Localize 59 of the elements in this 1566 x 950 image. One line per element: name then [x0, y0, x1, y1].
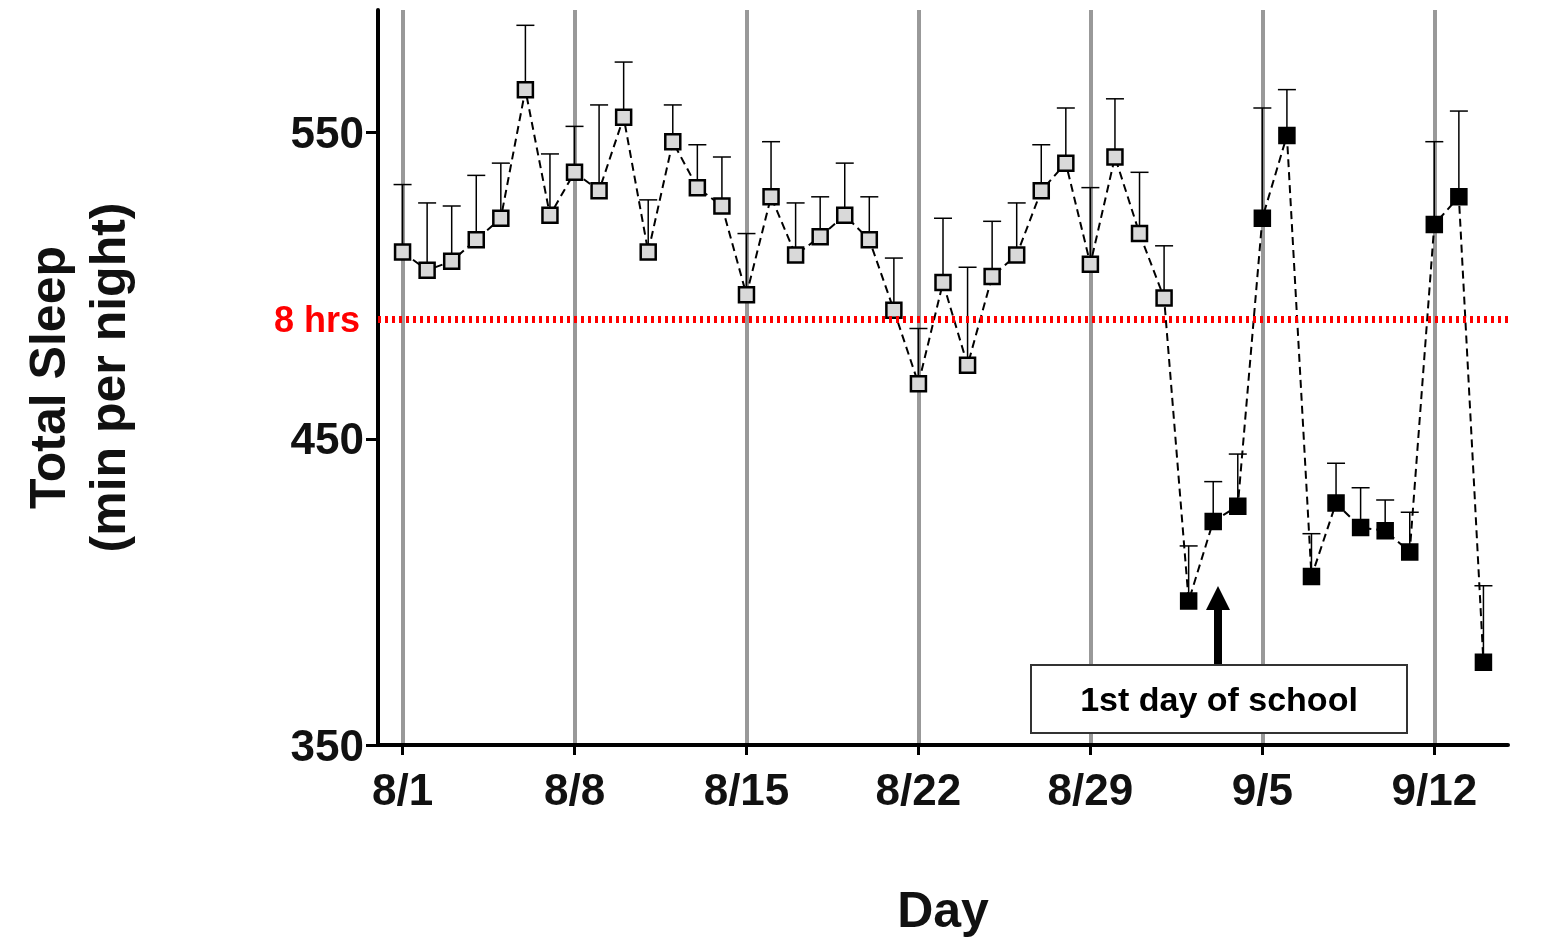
point: [393, 243, 412, 261]
point: [688, 178, 707, 197]
y-axis-title: Total Sleep (min per night): [20, 202, 136, 553]
point: [664, 132, 682, 151]
point: [516, 80, 535, 99]
point: [565, 163, 584, 182]
point: [639, 243, 657, 261]
point: [1179, 592, 1198, 610]
point: [835, 206, 854, 224]
point: [1081, 255, 1100, 273]
point: [614, 108, 633, 126]
point: [1474, 653, 1493, 672]
point: [1327, 494, 1345, 512]
point: [1057, 154, 1075, 172]
point: [1425, 215, 1444, 234]
x-tick-label: 9/5: [1231, 764, 1293, 814]
x-axis-title: Day: [897, 882, 990, 938]
point: [1155, 289, 1173, 307]
point: [713, 197, 731, 215]
point: [1450, 188, 1468, 206]
point: [1376, 521, 1394, 540]
point: [811, 227, 829, 246]
y-tick-label: 550: [290, 108, 364, 157]
point: [1032, 181, 1051, 200]
point: [909, 374, 928, 393]
point: [737, 286, 756, 304]
y-tick-label: 450: [290, 414, 364, 464]
x-tick-label: 8/15: [703, 764, 790, 814]
point: [1007, 246, 1026, 264]
point: [541, 206, 559, 224]
point: [1253, 209, 1272, 227]
x-tick-label: 8/22: [875, 764, 962, 814]
point: [885, 301, 903, 319]
point: [1229, 497, 1247, 515]
x-tick-label: 8/1: [371, 764, 434, 814]
y-tick-label: 350: [290, 720, 364, 770]
point: [1106, 148, 1124, 166]
point: [590, 181, 608, 200]
point: [786, 246, 805, 264]
point: [1400, 543, 1419, 561]
point: [442, 252, 461, 270]
point: [1278, 126, 1296, 145]
x-tick-label: 9/12: [1391, 764, 1478, 814]
annotation: 1st day of school: [1030, 664, 1408, 734]
point: [1351, 518, 1370, 537]
x-tick-label: 8/29: [1047, 764, 1134, 814]
point: [1204, 512, 1222, 531]
point: [934, 273, 952, 292]
point: [983, 267, 1001, 286]
point: [492, 209, 510, 227]
x-tick-label: 8/8: [543, 764, 606, 814]
point: [860, 230, 879, 249]
point: [1302, 567, 1321, 586]
point: [958, 356, 977, 374]
point: [762, 188, 780, 206]
point: [418, 261, 436, 280]
point: [467, 230, 486, 249]
ref-line-label: 8 hrs: [273, 298, 360, 340]
point: [1130, 224, 1149, 243]
